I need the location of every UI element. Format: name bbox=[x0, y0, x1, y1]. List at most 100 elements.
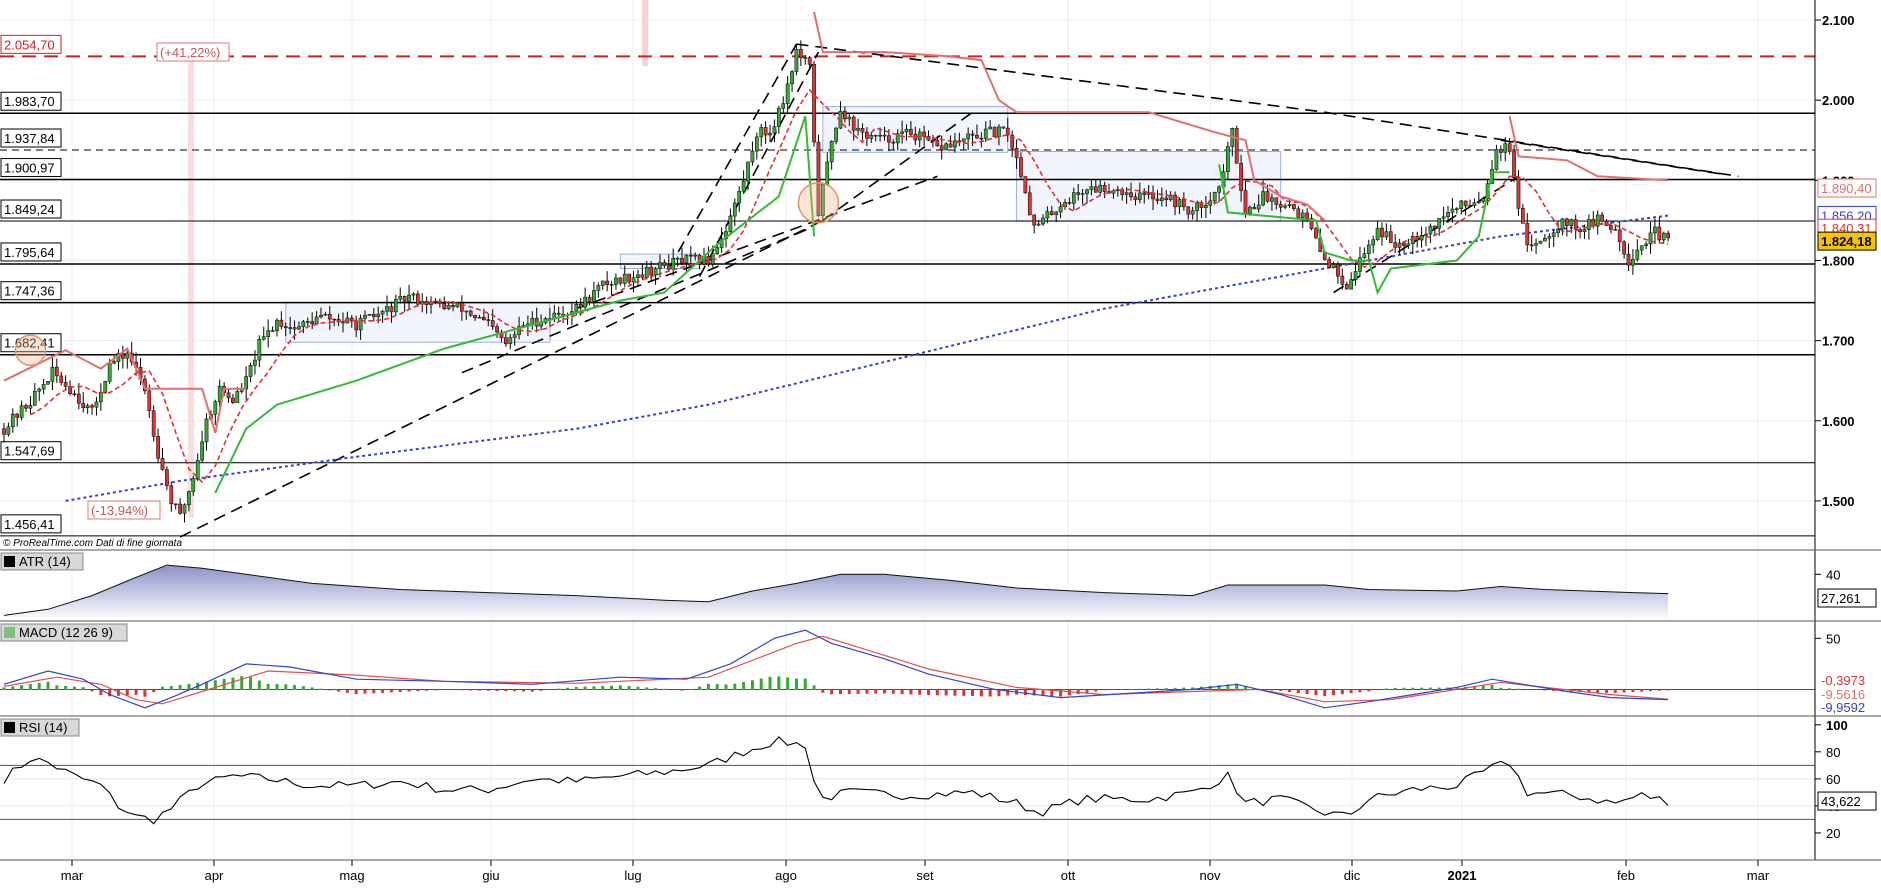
level-label: 1.547,69 bbox=[4, 444, 55, 459]
macd-hist-bar bbox=[275, 684, 279, 690]
level-label: 1.682,41 bbox=[4, 336, 55, 351]
macd-hist-bar bbox=[513, 689, 517, 692]
candle-body bbox=[332, 318, 337, 321]
level-label-box bbox=[0, 128, 62, 148]
candle-body bbox=[1190, 210, 1195, 215]
trend-line bbox=[576, 175, 938, 310]
candle-body bbox=[1093, 186, 1098, 193]
candle-body bbox=[99, 392, 103, 403]
candle-body bbox=[1173, 194, 1177, 208]
macd-hist-bar bbox=[1217, 685, 1221, 690]
macd-hist-bar bbox=[125, 689, 129, 696]
candle-body bbox=[754, 136, 759, 152]
candle-body bbox=[1551, 232, 1556, 237]
candle-body bbox=[900, 131, 904, 134]
candle-body bbox=[1498, 149, 1503, 153]
atr-title: ATR (14) bbox=[19, 554, 71, 569]
candle-body bbox=[592, 290, 596, 302]
candle-body bbox=[1041, 217, 1045, 225]
candle-body bbox=[781, 103, 786, 109]
macd-hist-bar bbox=[918, 689, 922, 695]
x-tick-label: 2021 bbox=[1448, 868, 1477, 883]
candle-body bbox=[407, 294, 411, 302]
candle-body bbox=[24, 405, 28, 409]
candle-body bbox=[953, 140, 957, 148]
candle-body bbox=[627, 273, 632, 283]
candle-body bbox=[1507, 143, 1512, 152]
candle-body bbox=[1415, 236, 1420, 241]
candle-body bbox=[1459, 200, 1464, 209]
trend-line bbox=[698, 51, 820, 277]
candle-body bbox=[1661, 232, 1666, 241]
candle-body bbox=[1137, 192, 1142, 201]
candle-body bbox=[1296, 208, 1301, 218]
macd-hist-bar bbox=[1455, 687, 1459, 690]
candle-body bbox=[261, 336, 266, 340]
macd-hist-bar bbox=[935, 689, 939, 696]
macd-hist-bar bbox=[1120, 689, 1124, 690]
candle-body bbox=[746, 161, 750, 182]
candle-body bbox=[1556, 228, 1560, 233]
candle-body bbox=[578, 303, 583, 308]
candle-body bbox=[1476, 201, 1481, 203]
candle-body bbox=[204, 418, 209, 443]
last-value-label: 1.824,18 bbox=[1821, 234, 1872, 249]
macd-hist-bar bbox=[460, 689, 464, 691]
candle-body bbox=[961, 138, 966, 142]
ma-short-line bbox=[30, 88, 1669, 484]
candle-body bbox=[631, 277, 636, 283]
annotation-label: (+41,22%) bbox=[160, 45, 220, 60]
macd-hist-bar bbox=[495, 689, 499, 691]
candle-body bbox=[1160, 197, 1164, 201]
macd-hist-bar bbox=[724, 684, 728, 690]
macd-hist-bar bbox=[249, 677, 253, 690]
candle-body bbox=[147, 390, 152, 411]
y-tick-label: 100 bbox=[1826, 718, 1848, 733]
y-tick-label: 1.700 bbox=[1822, 334, 1855, 349]
candle-body bbox=[785, 83, 790, 104]
macd-hist-bar bbox=[1191, 687, 1195, 690]
candle-body bbox=[887, 135, 891, 143]
candle-body bbox=[1380, 227, 1384, 238]
macd-hist-bar bbox=[891, 689, 895, 694]
macd-hist-bar bbox=[979, 689, 983, 697]
candle-body bbox=[1617, 229, 1622, 243]
macd-hist-bar bbox=[337, 689, 341, 692]
candle-body bbox=[1560, 218, 1565, 230]
candle-body bbox=[1613, 229, 1618, 231]
macd-hist-bar bbox=[257, 680, 261, 690]
candle-body bbox=[1146, 192, 1151, 195]
candle-body bbox=[1252, 206, 1257, 210]
macd-hist-bar bbox=[46, 681, 50, 690]
rsi-line bbox=[3, 736, 1669, 825]
candle-body bbox=[1186, 206, 1191, 215]
candle-body bbox=[728, 215, 733, 232]
candle-body bbox=[380, 310, 385, 315]
candle-body bbox=[297, 326, 301, 330]
candle-body bbox=[922, 131, 926, 137]
candle-body bbox=[376, 313, 381, 318]
macd-hist-bar bbox=[733, 683, 737, 690]
candle-body bbox=[482, 316, 486, 320]
macd-hist-bar bbox=[1147, 688, 1151, 690]
candle-body bbox=[909, 128, 913, 135]
candle-body bbox=[72, 393, 77, 395]
macd-hist-bar bbox=[372, 689, 376, 694]
candle-body bbox=[182, 504, 187, 514]
candle-body bbox=[1274, 197, 1279, 205]
macd-hist-bar bbox=[856, 689, 860, 694]
atr-panel: ATR (14) bbox=[0, 552, 1669, 620]
candle-body bbox=[1622, 241, 1626, 255]
candle-body bbox=[1384, 231, 1389, 238]
level-label: 1.849,24 bbox=[4, 202, 55, 217]
candle-body bbox=[988, 126, 993, 130]
candle-body bbox=[398, 296, 403, 300]
candle-body bbox=[112, 361, 116, 364]
macd-hist-bar bbox=[1437, 687, 1441, 690]
atr-last-label: 27,261 bbox=[1821, 591, 1861, 606]
y-tick-label: 1.500 bbox=[1822, 494, 1855, 509]
candle-body bbox=[1432, 225, 1437, 229]
candle-body bbox=[415, 293, 420, 305]
trend-line bbox=[461, 227, 810, 374]
